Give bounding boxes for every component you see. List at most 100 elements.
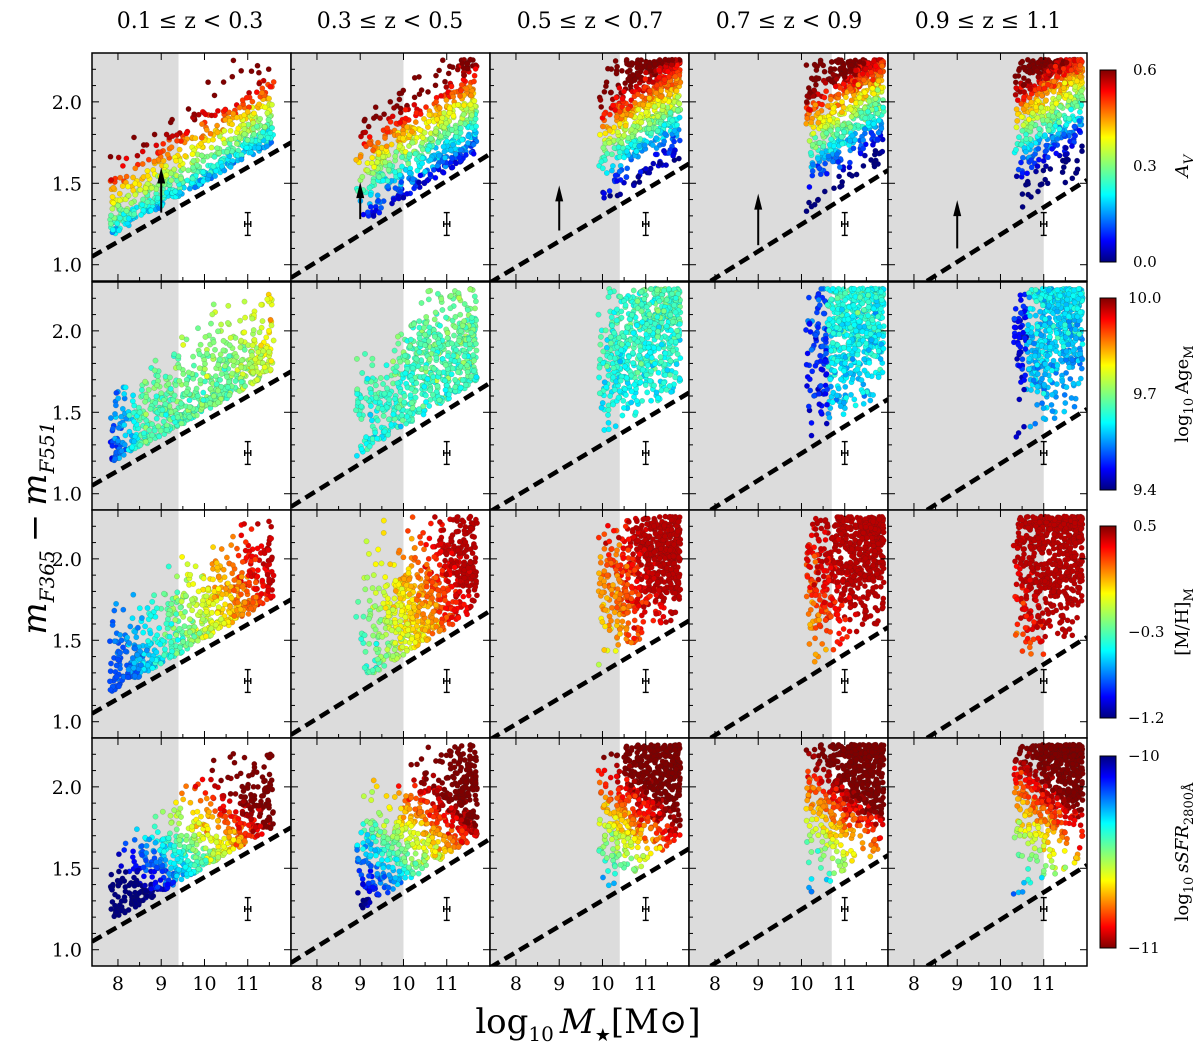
data-point <box>250 327 257 333</box>
data-point <box>860 60 867 67</box>
data-point <box>458 87 464 94</box>
data-point <box>139 161 146 167</box>
data-point <box>650 79 656 86</box>
data-point <box>151 158 158 165</box>
data-point <box>880 104 887 111</box>
data-point <box>409 405 416 411</box>
data-point <box>215 399 222 406</box>
data-point <box>453 346 459 353</box>
data-point <box>619 103 626 110</box>
data-point <box>396 143 403 150</box>
data-point <box>870 90 877 97</box>
data-point <box>174 414 181 421</box>
data-point <box>642 69 649 76</box>
data-point <box>436 152 443 159</box>
data-point <box>141 430 147 437</box>
data-point <box>673 87 680 94</box>
data-point <box>1013 124 1020 131</box>
data-point <box>380 381 386 387</box>
scatter-points <box>107 57 277 237</box>
data-point <box>404 124 410 130</box>
data-point <box>621 132 627 139</box>
panel-r1-c3 <box>489 52 690 282</box>
data-point <box>144 198 151 205</box>
data-point <box>1054 73 1061 80</box>
data-point <box>125 192 132 199</box>
data-point <box>199 121 205 128</box>
data-point <box>258 342 264 349</box>
data-point <box>472 66 479 72</box>
data-point <box>1057 103 1064 110</box>
data-point <box>458 82 465 88</box>
mass-incomplete-region <box>689 53 832 281</box>
arrow-head <box>754 193 763 210</box>
data-point <box>162 401 169 407</box>
data-point <box>470 352 477 358</box>
data-point <box>213 381 220 388</box>
data-point <box>381 390 388 397</box>
data-point <box>628 112 634 119</box>
data-point <box>1042 148 1049 155</box>
data-point <box>1029 110 1036 117</box>
data-point <box>1013 85 1020 91</box>
data-point <box>1072 132 1079 139</box>
data-point <box>211 153 218 160</box>
data-point <box>374 159 381 166</box>
data-point <box>473 347 480 354</box>
data-point <box>214 129 221 136</box>
data-point <box>597 97 604 103</box>
data-point <box>108 415 114 421</box>
data-point <box>1074 78 1080 85</box>
column-title-3: 0.5 ≤ z < 0.7 <box>517 9 663 34</box>
data-point <box>464 306 471 313</box>
data-point <box>132 191 139 198</box>
data-point <box>226 392 233 399</box>
data-point <box>180 341 187 348</box>
data-point <box>468 112 475 119</box>
data-point <box>866 98 873 105</box>
data-point <box>251 336 258 343</box>
data-point <box>463 85 470 92</box>
data-point <box>112 410 118 417</box>
data-point <box>115 154 122 161</box>
data-point <box>128 200 135 207</box>
data-point <box>148 185 155 192</box>
data-point <box>643 109 650 116</box>
data-point <box>236 388 243 394</box>
data-point <box>676 100 683 107</box>
data-point <box>168 409 174 416</box>
data-point <box>381 111 387 118</box>
data-point <box>120 162 126 169</box>
data-point <box>600 144 607 151</box>
data-point <box>198 152 205 159</box>
arrow-head <box>157 167 166 184</box>
data-point <box>147 207 154 214</box>
data-point <box>834 151 840 158</box>
data-point <box>421 129 428 136</box>
data-point <box>636 179 643 186</box>
data-point <box>434 383 441 389</box>
data-point <box>439 356 446 362</box>
data-point <box>626 62 632 68</box>
data-point <box>440 143 447 150</box>
data-point <box>464 65 471 72</box>
data-point <box>153 393 160 400</box>
data-point <box>1019 58 1026 65</box>
data-point <box>456 337 462 344</box>
data-point <box>612 172 619 179</box>
data-point <box>848 113 855 120</box>
data-point <box>473 123 479 130</box>
data-point <box>151 131 158 138</box>
data-point <box>386 396 393 403</box>
data-point <box>601 88 608 95</box>
data-point <box>432 82 439 89</box>
data-point <box>1079 148 1085 155</box>
data-point <box>200 397 207 403</box>
data-point <box>1014 118 1021 124</box>
data-point <box>366 140 373 147</box>
data-point <box>384 183 391 190</box>
data-point <box>870 132 876 139</box>
data-point <box>163 131 170 138</box>
data-point <box>238 357 245 364</box>
data-point <box>1053 150 1060 157</box>
